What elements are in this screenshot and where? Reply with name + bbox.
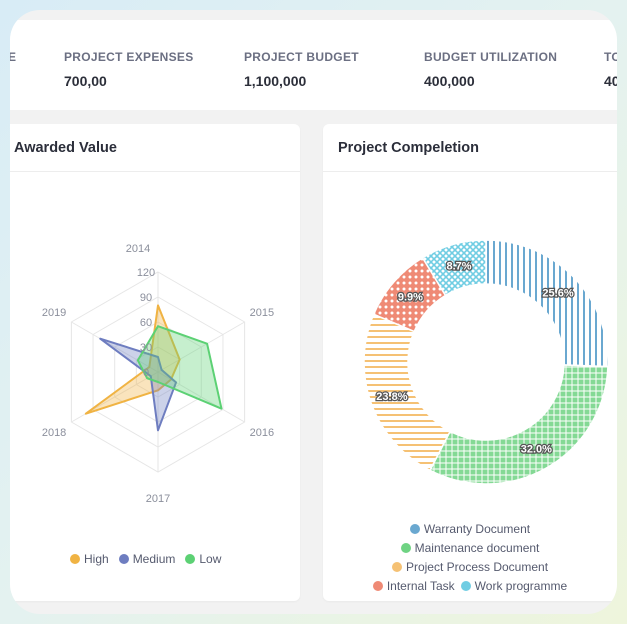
legend-label: Maintenance document <box>414 541 540 555</box>
legend-dot <box>185 554 196 564</box>
stat-value: 700,00 <box>64 73 107 89</box>
donut-slice-label: 32.0% <box>521 443 552 455</box>
stat-label: PROJECT EXPENSES <box>64 50 194 64</box>
donut-slice[interactable] <box>421 239 487 297</box>
radar-tick-label: 0 <box>143 367 149 379</box>
legend-label: High <box>84 552 109 566</box>
radar-category-label: 2017 <box>146 493 170 505</box>
project-completion-card: Project Compeletion 25.6% 32.0% 23.8% 9.9% 8… <box>323 124 617 601</box>
donut-legend-item[interactable]: Work programme <box>460 579 568 593</box>
donut-legend-item[interactable]: Internal Task <box>372 579 455 593</box>
radar-legend-item[interactable]: High <box>70 552 109 566</box>
radar-category-label: 2015 <box>250 307 274 319</box>
radar-spoke <box>157 321 245 373</box>
radar-chart: 0 30 60 90 120 2014 2015 2016 2017 2018 2019 <box>42 243 274 505</box>
donut-slice-label: 23.8% <box>376 391 407 403</box>
legend-dot <box>391 562 402 572</box>
radar-legend-item[interactable]: Low <box>185 552 221 566</box>
stat-partial-right: TO 40 <box>604 50 617 89</box>
donut-legend-row: Project Process Document <box>323 560 617 574</box>
radar-series-high[interactable] <box>84 304 181 415</box>
legend-dot <box>460 581 471 591</box>
donut-slice-label: 8.7% <box>446 261 471 273</box>
stat-project-expenses: PROJECT EXPENSES 700,00 <box>64 50 194 89</box>
stat-label: E <box>10 50 17 64</box>
radar-series-low[interactable] <box>136 325 223 410</box>
card-title: Awarded Value <box>10 124 300 172</box>
radar-category-label: 2018 <box>42 427 66 439</box>
legend-label: Low <box>199 552 222 566</box>
legend-dot <box>372 581 383 591</box>
radar-tick-label: 30 <box>140 342 152 354</box>
awarded-value-card: Awarded Value 0 30 60 90 120 2014 2015 2016 2017… <box>10 124 300 601</box>
donut-slice[interactable] <box>485 239 609 368</box>
donut-slice-label: 9.9% <box>398 292 423 304</box>
stat-value: 40 <box>604 73 617 89</box>
legend-dot <box>118 554 129 564</box>
stat-value: 400,000 <box>424 73 475 89</box>
legend-dot <box>400 543 411 553</box>
radar-category-label: 2014 <box>126 243 150 255</box>
stat-label: TO <box>604 50 617 64</box>
stat-label: BUDGET UTILIZATION <box>424 50 558 64</box>
stat-partial-left: E <box>10 50 16 73</box>
legend-label: Project Process Document <box>405 560 549 574</box>
radar-legend-item[interactable]: Medium <box>118 552 176 566</box>
stat-label: PROJECT BUDGET <box>244 50 359 64</box>
legend-label: Warranty Document <box>423 522 531 536</box>
radar-tick-label: 120 <box>137 267 155 279</box>
dashboard-frame: E PROJECT EXPENSES 700,00 PROJECT BUDGET… <box>10 10 617 614</box>
donut-slice-label: 25.6% <box>542 288 573 300</box>
legend-label: Work programme <box>474 579 568 593</box>
legend-label: Internal Task <box>386 579 455 593</box>
donut-legend-row: Internal Task Work programme <box>323 579 617 593</box>
radar-category-label: 2016 <box>250 427 274 439</box>
legend-label: Medium <box>132 552 176 566</box>
radar-legend: High Medium Low <box>70 552 221 566</box>
donut-slice[interactable] <box>428 364 609 485</box>
donut-legend-row: Maintenance document <box>323 541 617 555</box>
donut-chart: 25.6% 32.0% 23.8% 9.9% 8.7% <box>363 239 609 485</box>
donut-legend-item[interactable]: Maintenance document <box>400 541 540 555</box>
legend-dot <box>409 524 420 534</box>
legend-dot <box>70 554 80 564</box>
radar-spoke <box>71 321 159 373</box>
card-title: Project Compeletion <box>323 124 617 172</box>
radar-category-label: 2019 <box>42 307 66 319</box>
donut-legend-item[interactable]: Project Process Document <box>391 560 549 574</box>
stat-project-budget: PROJECT BUDGET 1,100,000 <box>244 50 359 89</box>
stat-value: 1,100,000 <box>244 73 307 89</box>
donut-legend-item[interactable]: Warranty Document <box>409 522 531 536</box>
stats-bar: E PROJECT EXPENSES 700,00 PROJECT BUDGET… <box>10 20 617 110</box>
radar-tick-label: 60 <box>140 317 152 329</box>
stat-budget-utilization: BUDGET UTILIZATION 400,000 <box>424 50 557 89</box>
donut-legend-row: Warranty Document <box>323 522 617 536</box>
radar-series-medium[interactable] <box>99 337 178 432</box>
radar-tick-label: 90 <box>140 292 152 304</box>
